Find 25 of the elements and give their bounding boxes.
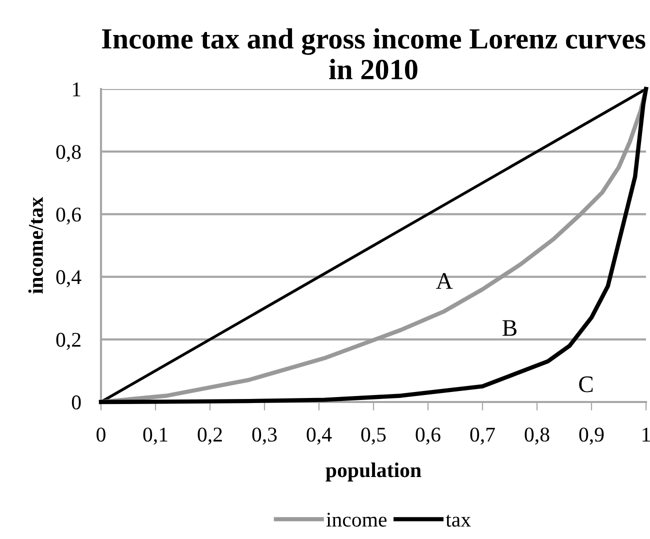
y-tick-label: 1 <box>72 82 80 96</box>
x-tick-label: 0,3 <box>252 428 277 445</box>
annotation: B <box>502 320 516 336</box>
x-tick-label: 0,8 <box>524 428 550 445</box>
y-tick-label: 0,6 <box>56 208 81 225</box>
x-tick-label: 0,7 <box>470 428 495 445</box>
y-tick-label: 0,8 <box>56 144 81 162</box>
x-tick-label: 0,6 <box>416 428 440 445</box>
y-tick-label: 0 <box>72 395 81 410</box>
legend-label: tax <box>446 514 471 527</box>
y-tick-label: 0,4 <box>56 270 82 288</box>
y-tick-label: 0,2 <box>56 332 80 350</box>
x-tick-label: 0,4 <box>306 428 332 445</box>
annotation: C <box>579 376 593 392</box>
chart-title: Income tax and gross income Lorenz curves in 2010 <box>102 28 646 80</box>
x-axis-title: population <box>326 462 422 482</box>
y-axis-title: income/tax <box>28 197 43 294</box>
x-tick-label: 0 <box>96 428 106 442</box>
legend-label: income <box>326 512 387 527</box>
x-tick-label: 0,1 <box>143 428 168 445</box>
x-tick-label: 0,5 <box>361 428 386 445</box>
x-tick-label: 0,9 <box>579 428 604 445</box>
annotation: A <box>436 273 453 289</box>
x-tick-label: 0,2 <box>198 428 222 445</box>
x-tick-label: 1 <box>642 428 650 442</box>
